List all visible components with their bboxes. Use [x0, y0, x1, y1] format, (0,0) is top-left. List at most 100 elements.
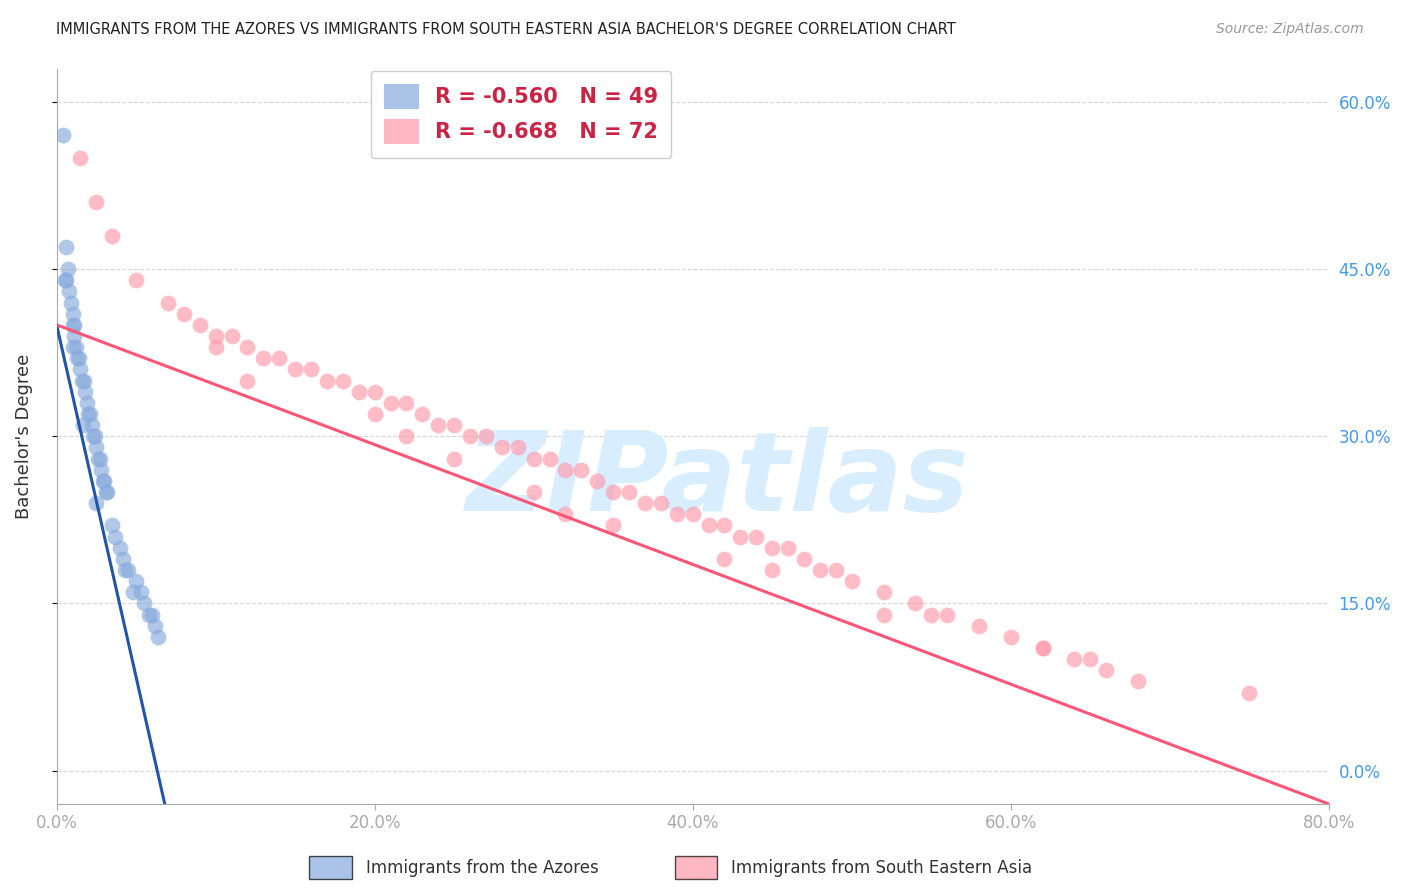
Point: [1031, 640, 1053, 655]
Point: [77, 407, 100, 421]
Point: [363, 407, 385, 421]
Point: [96, 485, 118, 500]
Point: [475, 429, 498, 443]
Point: [427, 418, 450, 433]
Point: [316, 374, 339, 388]
Point: [66, 351, 89, 366]
Point: [1078, 652, 1101, 666]
Point: [56, 262, 79, 277]
Point: [793, 551, 815, 566]
Text: Immigrants from South Eastern Asia: Immigrants from South Eastern Asia: [731, 859, 1032, 877]
Point: [188, 318, 211, 332]
Point: [221, 329, 243, 343]
Point: [62, 340, 84, 354]
Point: [84, 496, 107, 510]
Point: [380, 396, 402, 410]
Point: [83, 429, 105, 443]
Point: [148, 630, 170, 644]
Point: [91, 474, 114, 488]
Point: [523, 451, 546, 466]
Point: [112, 551, 135, 566]
Point: [138, 607, 160, 622]
Point: [523, 485, 546, 500]
Point: [110, 541, 132, 555]
Point: [125, 273, 148, 287]
Point: [602, 485, 624, 500]
Point: [52, 128, 75, 143]
Point: [82, 429, 104, 443]
Point: [458, 429, 481, 443]
Point: [90, 463, 112, 477]
Text: Source: ZipAtlas.com: Source: ZipAtlas.com: [1216, 22, 1364, 37]
Point: [114, 563, 136, 577]
Point: [347, 384, 370, 399]
Point: [236, 374, 259, 388]
Y-axis label: Bachelor's Degree: Bachelor's Degree: [15, 353, 32, 519]
Point: [101, 228, 124, 243]
Point: [665, 508, 688, 522]
Point: [554, 508, 576, 522]
Point: [122, 585, 145, 599]
Point: [252, 351, 274, 366]
Point: [872, 607, 894, 622]
Point: [93, 474, 115, 488]
Point: [87, 451, 110, 466]
Point: [538, 451, 561, 466]
Point: [395, 429, 418, 443]
Point: [745, 530, 768, 544]
Point: [491, 441, 513, 455]
Text: Immigrants from the Azores: Immigrants from the Azores: [366, 859, 599, 877]
Point: [713, 518, 735, 533]
Point: [824, 563, 846, 577]
Point: [1000, 630, 1022, 644]
Point: [713, 551, 735, 566]
Point: [104, 530, 127, 544]
Point: [72, 418, 94, 433]
Point: [1063, 652, 1085, 666]
Point: [761, 563, 783, 577]
Point: [62, 318, 84, 332]
Point: [125, 574, 148, 588]
Point: [75, 384, 97, 399]
Point: [332, 374, 354, 388]
Point: [86, 195, 108, 210]
Point: [70, 374, 93, 388]
Point: [59, 295, 82, 310]
Point: [63, 329, 86, 343]
Point: [904, 596, 927, 610]
Point: [443, 451, 465, 466]
Point: [173, 307, 195, 321]
Legend: R = -0.560   N = 49, R = -0.668   N = 72: R = -0.560 N = 49, R = -0.668 N = 72: [371, 70, 672, 158]
Point: [141, 607, 163, 622]
Point: [569, 463, 592, 477]
Point: [554, 463, 576, 477]
Point: [920, 607, 942, 622]
Point: [269, 351, 291, 366]
Point: [117, 563, 139, 577]
Point: [86, 441, 108, 455]
Point: [299, 362, 322, 376]
Point: [1031, 640, 1053, 655]
Point: [617, 485, 640, 500]
Point: [730, 530, 752, 544]
Point: [872, 585, 894, 599]
Point: [506, 441, 529, 455]
Point: [602, 518, 624, 533]
Point: [79, 407, 101, 421]
Point: [156, 295, 179, 310]
Point: [411, 407, 433, 421]
Point: [129, 585, 152, 599]
Point: [1126, 674, 1149, 689]
Point: [634, 496, 657, 510]
Point: [69, 151, 91, 165]
Point: [586, 474, 609, 488]
Point: [395, 396, 418, 410]
Point: [682, 508, 704, 522]
Point: [204, 340, 226, 354]
Point: [204, 329, 226, 343]
Point: [55, 273, 77, 287]
Point: [808, 563, 831, 577]
Point: [101, 518, 124, 533]
Point: [236, 340, 259, 354]
Point: [363, 384, 385, 399]
